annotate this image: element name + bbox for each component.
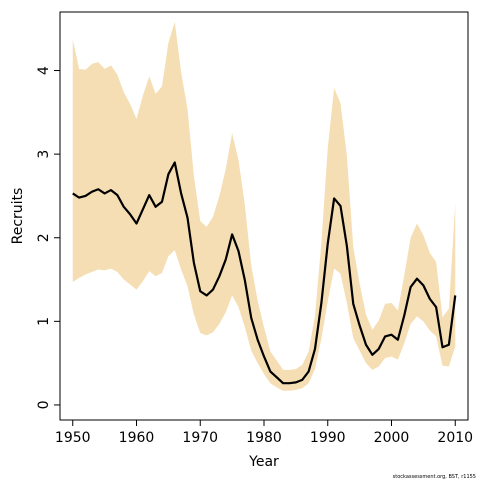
x-axis-title: Year — [248, 454, 279, 470]
x-axis: 1950 1960 1970 1980 1990 2000 2010 — [55, 420, 473, 446]
source-footnote: stockassessment.org, BST, r1155 — [393, 474, 476, 480]
y-tick-label: 1 — [36, 317, 52, 326]
x-tick-label: 1990 — [310, 430, 346, 446]
confidence-band-layer — [72, 22, 456, 391]
x-tick-label: 1950 — [55, 430, 91, 446]
y-tick-label: 4 — [36, 66, 52, 75]
x-tick-label: 1980 — [246, 430, 282, 446]
x-tick-label: 1970 — [182, 430, 218, 446]
x-tick-label: 2000 — [374, 430, 410, 446]
x-tick-label: 1960 — [119, 430, 155, 446]
y-axis-title: Recruits — [10, 188, 26, 245]
estimate-line-layer — [72, 161, 457, 385]
y-tick-label: 0 — [36, 400, 52, 409]
recruits-line — [72, 161, 457, 385]
y-axis: 0 1 2 3 4 — [36, 66, 60, 409]
y-tick-label: 3 — [36, 150, 52, 159]
y-tick-label: 2 — [36, 233, 52, 242]
confidence-band — [72, 22, 456, 391]
x-tick-label: 2010 — [437, 430, 473, 446]
